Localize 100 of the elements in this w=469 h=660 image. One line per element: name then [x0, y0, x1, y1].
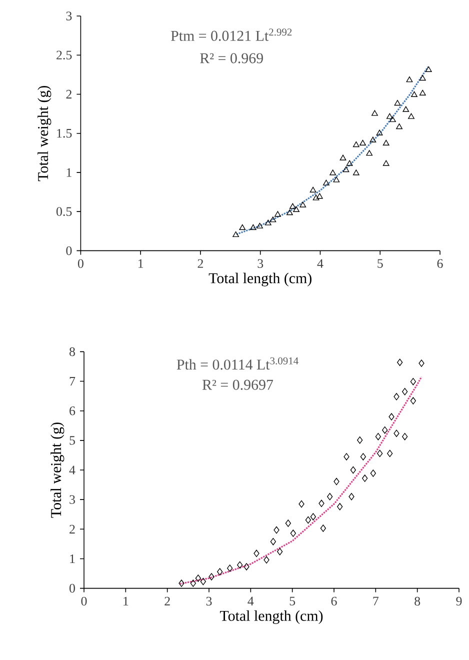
point — [323, 180, 330, 186]
x-tick-label: 2 — [164, 596, 170, 606]
x-axis-title: Total length (cm) — [208, 272, 312, 286]
point — [372, 110, 378, 116]
point — [402, 432, 408, 440]
x-tick-label: 5 — [290, 596, 296, 606]
x-tick-label: 3 — [206, 596, 212, 606]
point — [217, 568, 223, 576]
point — [250, 224, 256, 230]
y-tick-label: 7 — [70, 377, 76, 386]
point — [227, 564, 233, 572]
point — [376, 130, 383, 136]
y-tick-label: 0 — [70, 584, 75, 593]
point — [330, 170, 336, 176]
point — [293, 206, 300, 212]
point — [327, 492, 333, 500]
x-tick-label: 3 — [258, 259, 264, 268]
y-tick-label: 8 — [70, 347, 75, 356]
point — [254, 550, 260, 558]
point — [357, 436, 363, 444]
y-tick-label: 6 — [70, 406, 76, 416]
y-tick-label: 0 — [66, 246, 72, 256]
point — [419, 90, 426, 96]
point — [310, 513, 316, 520]
point — [312, 194, 320, 200]
y-tick-label: 3 — [70, 495, 75, 504]
point — [305, 516, 311, 524]
point — [377, 450, 383, 458]
point — [274, 211, 281, 217]
point — [418, 360, 424, 367]
point — [410, 378, 416, 386]
point — [394, 430, 400, 437]
point — [360, 453, 366, 460]
y-tick-label: 4 — [69, 466, 76, 474]
x-axis-title: Total length (cm) — [220, 610, 323, 624]
point — [333, 176, 340, 182]
point — [425, 66, 432, 72]
point — [350, 466, 356, 474]
point — [264, 556, 270, 564]
point — [286, 210, 293, 216]
point — [340, 154, 346, 160]
point — [362, 474, 368, 482]
point — [239, 224, 246, 230]
point — [320, 524, 326, 532]
point — [348, 492, 354, 500]
point — [386, 113, 393, 119]
point — [190, 580, 196, 587]
x-tick-label: 1 — [138, 259, 144, 268]
point — [388, 413, 394, 420]
x-tick-label: 2 — [198, 259, 203, 268]
point — [270, 538, 276, 546]
point — [264, 220, 272, 226]
point — [344, 453, 350, 460]
point — [195, 574, 201, 582]
x-tick-label: 4 — [248, 596, 254, 606]
point — [256, 222, 263, 228]
point — [274, 526, 280, 534]
point — [360, 140, 366, 146]
y-tick-label: 2 — [66, 90, 72, 99]
point — [237, 561, 243, 569]
x-tick-label: 0 — [78, 259, 84, 268]
annotation: Ptm = 0.0121 Lt$^{2.992}$ — [170, 28, 292, 41]
point — [411, 91, 418, 97]
point — [337, 503, 343, 510]
annotation: Pth = 0.0114 Lt$^{3.0914}$ — [176, 357, 298, 370]
point — [310, 186, 316, 192]
x-tick-label: 4 — [317, 259, 324, 268]
y-tick-label: 2.5 — [56, 50, 72, 60]
point — [394, 100, 401, 106]
y-tick-label: 1.5 — [57, 128, 72, 138]
y-tick-label: 5 — [70, 436, 75, 445]
point — [375, 432, 381, 440]
x-tick-label: 5 — [378, 259, 383, 268]
annotation: R² = 0.9697 — [202, 380, 274, 390]
y-tick-label: 0.5 — [56, 207, 72, 216]
y-axis-title: Total weight (g) — [50, 422, 64, 518]
point — [390, 116, 396, 122]
x-tick-label: 6 — [437, 259, 443, 268]
point — [298, 500, 304, 508]
y-axis-title: Total weight (g) — [38, 86, 52, 182]
point — [396, 123, 402, 130]
point — [318, 500, 324, 508]
x-tick-label: 7 — [373, 596, 379, 606]
point — [419, 74, 426, 81]
point — [277, 548, 283, 556]
x-tick-label: 6 — [331, 596, 337, 606]
x-tick-label: 0 — [81, 596, 87, 606]
point — [410, 397, 416, 404]
point — [408, 113, 414, 119]
point — [334, 478, 340, 486]
point — [200, 578, 206, 586]
point — [370, 470, 376, 477]
x-tick-label: 1 — [124, 596, 128, 606]
line-series — [179, 376, 422, 585]
x-tick-label: 8 — [414, 596, 420, 606]
y-tick-label: 2 — [70, 524, 75, 534]
point — [382, 140, 390, 146]
point — [402, 106, 410, 112]
point — [352, 170, 360, 176]
y-tick-label: 1 — [70, 554, 75, 563]
